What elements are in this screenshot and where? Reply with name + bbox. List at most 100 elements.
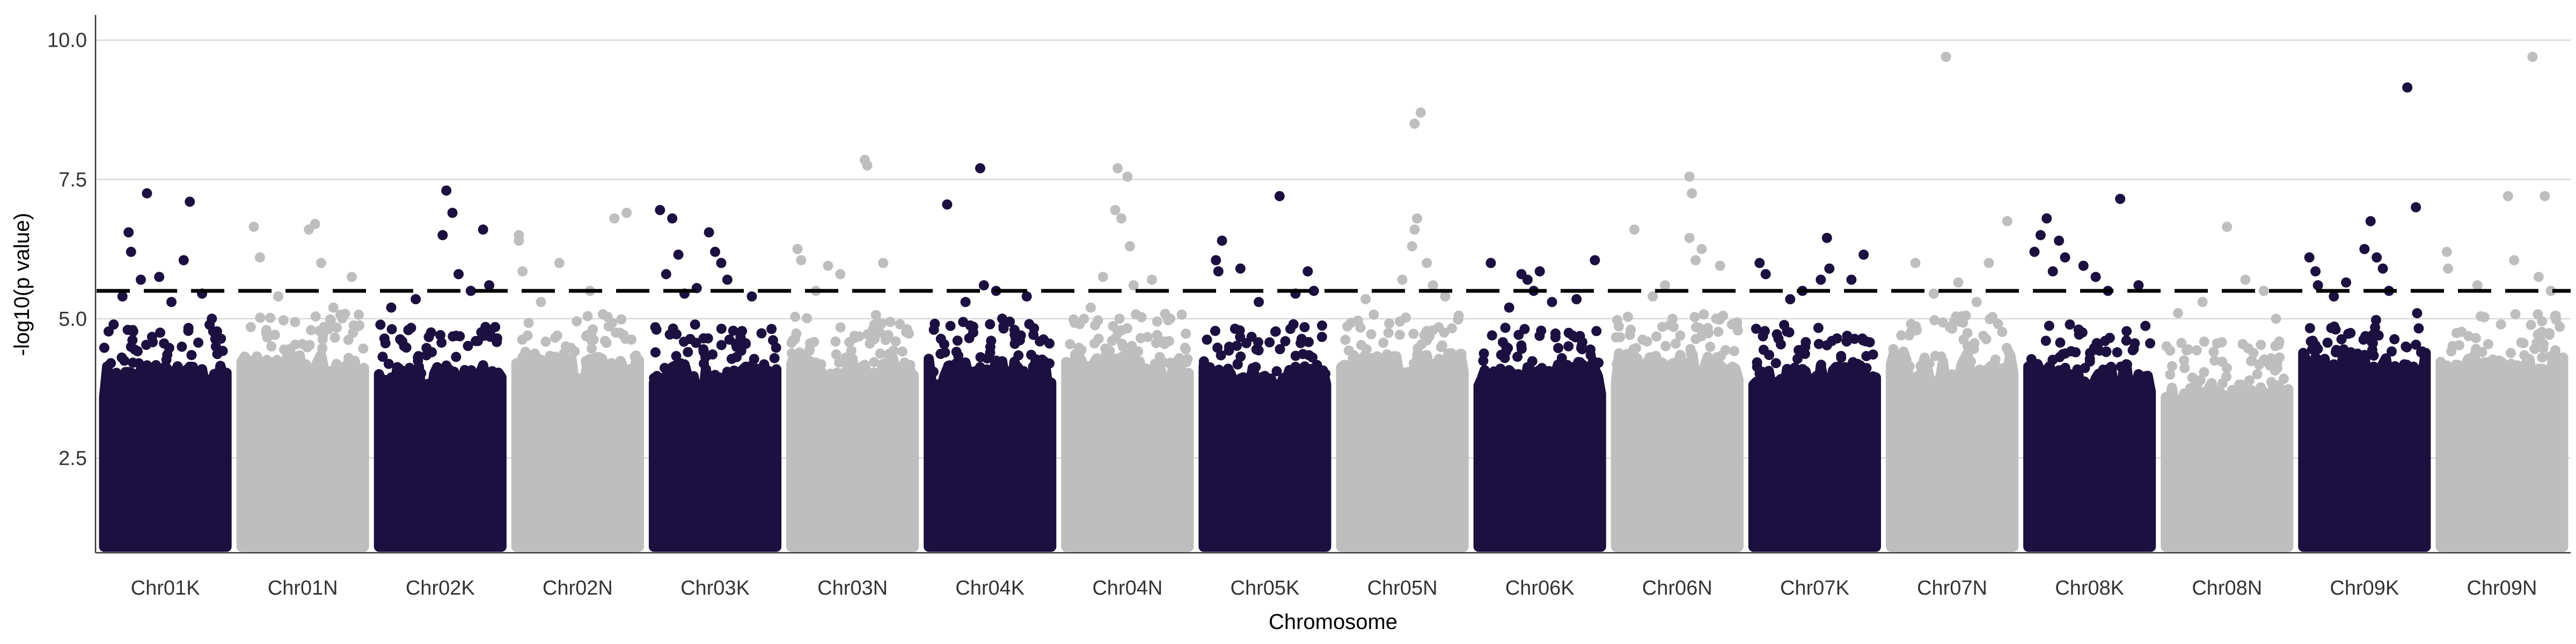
data-point bbox=[2370, 314, 2381, 325]
data-point bbox=[1133, 346, 1144, 357]
data-point bbox=[123, 227, 134, 238]
x-tick-label: Chr01K bbox=[131, 577, 200, 599]
data-point bbox=[2401, 341, 2411, 352]
data-point bbox=[1794, 345, 1804, 355]
data-point bbox=[2520, 369, 2530, 379]
data-point bbox=[265, 312, 276, 323]
data-point bbox=[147, 332, 157, 342]
data-point bbox=[1997, 327, 2008, 338]
data-point bbox=[127, 335, 138, 346]
data-point bbox=[2447, 341, 2458, 352]
data-point bbox=[831, 349, 841, 360]
data-point bbox=[716, 324, 727, 334]
data-point bbox=[1824, 263, 1835, 274]
data-point bbox=[2258, 286, 2269, 296]
data-point bbox=[566, 342, 576, 353]
data-point bbox=[796, 363, 807, 374]
data-point bbox=[862, 160, 873, 171]
data-point bbox=[2003, 347, 2014, 357]
data-point bbox=[1613, 321, 1624, 332]
data-point bbox=[1122, 171, 1133, 182]
data-point bbox=[2412, 308, 2423, 319]
data-point bbox=[716, 258, 727, 268]
data-point bbox=[2048, 374, 2059, 385]
data-point bbox=[1675, 330, 1686, 341]
data-point bbox=[890, 336, 901, 347]
data-point bbox=[2391, 367, 2402, 377]
data-point bbox=[830, 336, 841, 347]
data-point bbox=[1956, 311, 1967, 321]
data-point bbox=[1571, 294, 1582, 305]
data-point bbox=[1013, 350, 1024, 361]
data-point bbox=[673, 249, 684, 260]
data-point bbox=[1810, 371, 1821, 382]
data-point bbox=[1711, 354, 1722, 364]
y-axis-title: -log10(p value) bbox=[10, 213, 34, 356]
data-point bbox=[1264, 337, 1275, 348]
x-tick-label: Chr02N bbox=[543, 577, 613, 599]
data-point bbox=[2387, 346, 2397, 357]
data-point bbox=[1651, 331, 1662, 342]
data-point bbox=[1785, 294, 1796, 305]
data-point bbox=[816, 359, 826, 370]
data-point bbox=[1978, 331, 1989, 341]
data-point bbox=[1690, 255, 1701, 266]
data-point bbox=[142, 188, 152, 199]
data-point bbox=[217, 346, 228, 356]
data-point bbox=[581, 356, 591, 367]
data-point bbox=[796, 255, 807, 266]
data-point bbox=[835, 269, 846, 280]
data-point bbox=[328, 302, 339, 313]
data-point bbox=[943, 361, 954, 371]
data-point bbox=[2486, 356, 2497, 367]
data-point bbox=[2271, 313, 2281, 324]
data-point bbox=[1217, 236, 1227, 246]
data-point bbox=[1861, 363, 1872, 374]
data-point bbox=[1937, 317, 1948, 328]
data-point bbox=[1340, 362, 1351, 373]
data-point bbox=[2208, 347, 2219, 357]
data-point bbox=[1637, 334, 1648, 345]
data-point bbox=[1146, 274, 1157, 285]
data-point bbox=[1073, 342, 1084, 353]
data-point bbox=[1302, 266, 1313, 277]
data-point bbox=[2055, 337, 2066, 348]
data-point bbox=[683, 347, 693, 357]
data-point bbox=[1813, 339, 1824, 349]
data-point bbox=[2140, 320, 2151, 331]
data-point bbox=[2483, 339, 2493, 349]
data-point bbox=[2195, 375, 2206, 385]
data-point bbox=[1253, 345, 1264, 356]
data-point bbox=[2191, 345, 2202, 356]
data-point bbox=[1497, 337, 1508, 348]
data-point bbox=[1833, 361, 1844, 372]
data-point bbox=[1395, 316, 1406, 327]
data-point bbox=[880, 335, 891, 346]
data-point bbox=[606, 358, 617, 369]
data-point bbox=[1684, 232, 1695, 243]
data-point bbox=[1165, 313, 1176, 324]
data-point bbox=[1553, 343, 1564, 354]
data-point bbox=[1022, 375, 1033, 385]
data-point bbox=[1035, 336, 1045, 347]
x-tick-label: Chr06N bbox=[1642, 577, 1713, 599]
data-point bbox=[2133, 280, 2144, 291]
data-point bbox=[1702, 364, 1713, 375]
data-point bbox=[383, 358, 394, 369]
data-point bbox=[1415, 107, 1426, 118]
data-point bbox=[540, 336, 551, 347]
gridlines bbox=[97, 39, 2571, 459]
data-point bbox=[1013, 362, 1023, 372]
data-point bbox=[698, 347, 709, 357]
data-point bbox=[1411, 213, 1422, 224]
data-point bbox=[1816, 360, 1826, 370]
data-point bbox=[1343, 345, 1354, 356]
data-point bbox=[2537, 363, 2548, 374]
data-point bbox=[2121, 335, 2132, 346]
data-point bbox=[1936, 352, 1946, 362]
data-point bbox=[353, 309, 364, 320]
data-point bbox=[1898, 346, 1909, 357]
data-point bbox=[1888, 344, 1899, 355]
data-point bbox=[1479, 348, 1489, 359]
data-point bbox=[2411, 339, 2421, 350]
